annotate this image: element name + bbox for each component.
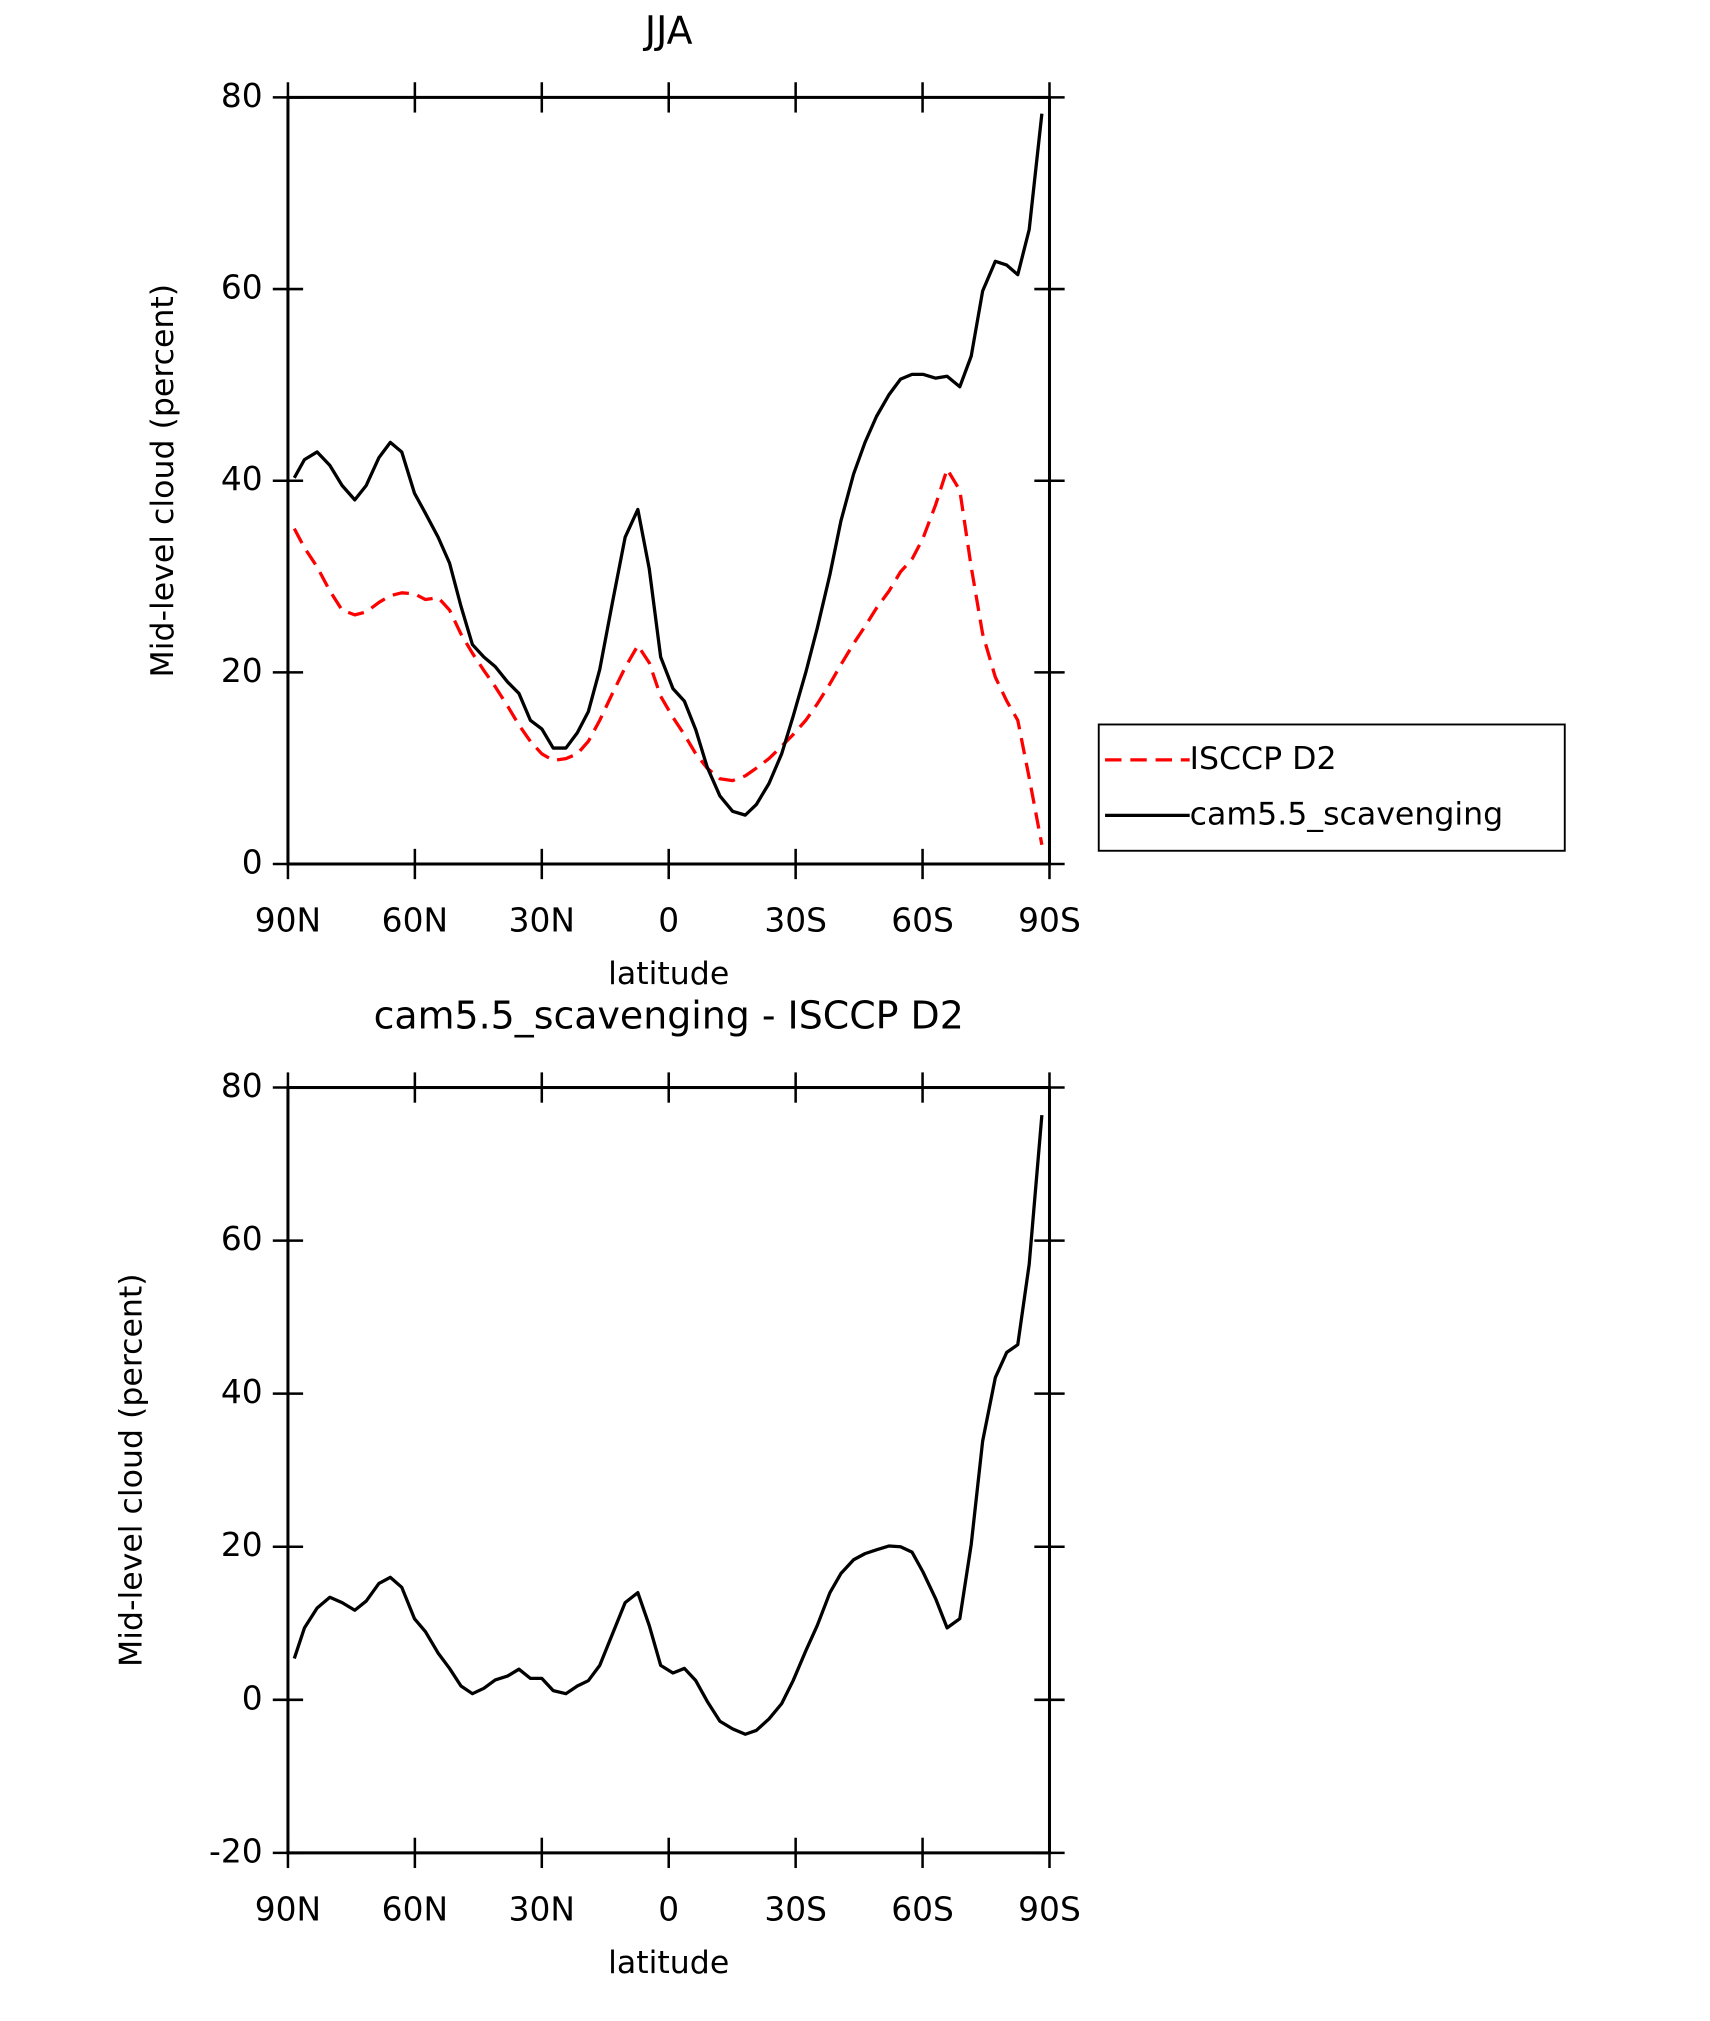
x-tick-label: 30S (764, 1890, 827, 1928)
data-line (292, 113, 1044, 817)
y-tick-label: 40 (221, 460, 263, 498)
plot-frame (286, 95, 1052, 866)
plot-frame (286, 1086, 1052, 1855)
y-tick-label: 80 (221, 1067, 263, 1105)
x-tick-label: 60S (891, 1890, 954, 1928)
x-tick-label: 90S (1018, 1890, 1081, 1928)
data-line (292, 467, 1044, 846)
x-tick-label: 90S (1018, 902, 1081, 940)
y-tick-label: 0 (242, 1679, 263, 1717)
x-tick-label: 90N (255, 902, 321, 940)
y-tick-label: 0 (242, 844, 263, 882)
y-tick-label: -20 (209, 1832, 263, 1870)
y-axis-label: Mid-level cloud (percent) (114, 1273, 150, 1667)
legend-box (1097, 723, 1566, 852)
x-tick-label: 60N (382, 1890, 448, 1928)
legend-label: cam5.5_scavenging (1190, 796, 1503, 832)
x-tick-label: 90N (255, 1890, 321, 1928)
x-axis-label: latitude (608, 956, 729, 992)
y-tick-label: 60 (221, 1220, 263, 1258)
y-axis-label: Mid-level cloud (percent) (145, 284, 181, 678)
x-tick-label: 60N (382, 902, 448, 940)
y-tick-label: 80 (221, 77, 263, 115)
chart-title: JJA (643, 8, 693, 52)
legend-label: ISCCP D2 (1190, 741, 1337, 777)
x-tick-label: 60S (891, 902, 954, 940)
y-tick-label: 60 (221, 269, 263, 307)
x-tick-label: 0 (658, 902, 679, 940)
x-tick-label: 30N (509, 1890, 575, 1928)
x-tick-label: 0 (658, 1890, 679, 1928)
x-tick-label: 30N (509, 902, 575, 940)
x-tick-label: 30S (764, 902, 827, 940)
y-tick-label: 20 (221, 652, 263, 690)
y-tick-label: 20 (221, 1526, 263, 1564)
x-axis-label: latitude (608, 1945, 729, 1981)
data-line (292, 1114, 1044, 1736)
chart-title: cam5.5_scavenging - ISCCP D2 (374, 994, 964, 1038)
y-tick-label: 40 (221, 1373, 263, 1411)
